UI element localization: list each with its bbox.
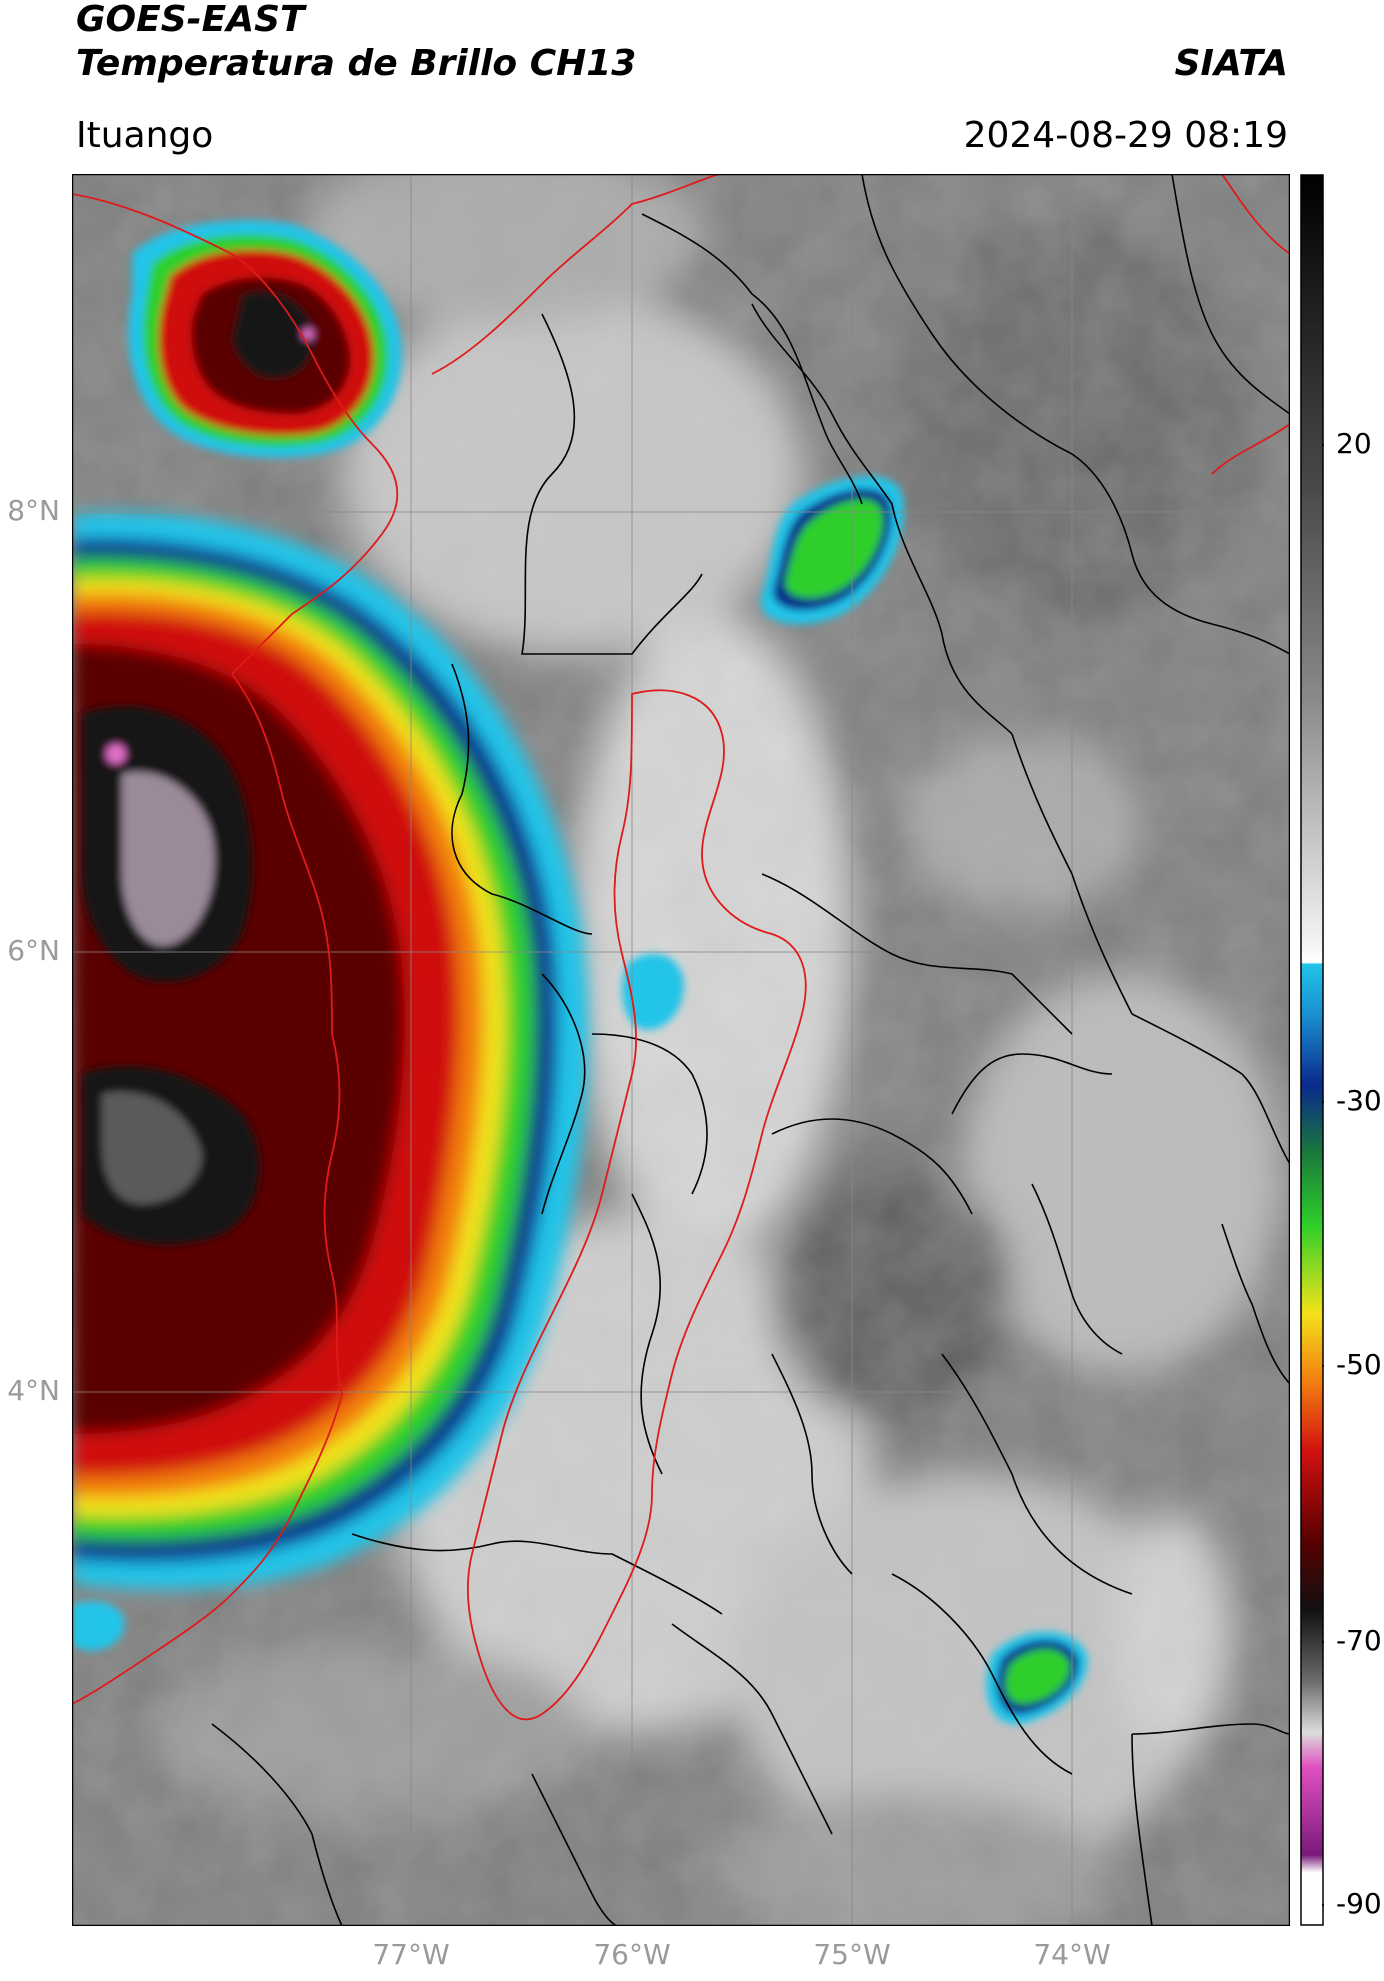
map-frame: [72, 174, 1290, 1926]
datetime-label: 2024-08-29 08:19: [963, 115, 1288, 156]
colorbar-tick-label: -90: [1336, 1887, 1382, 1920]
colorbar-ticks: [1322, 444, 1324, 1906]
colorbar-tick-label: 20: [1336, 427, 1372, 460]
light-cloud-patches: [72, 953, 684, 1651]
satellite-title: GOES-EAST: [76, 0, 305, 40]
lon-tick-label: 77°W: [372, 1938, 450, 1971]
gridlines: [72, 174, 1290, 1926]
colorbar-tick-label: -50: [1336, 1348, 1382, 1381]
convective-system-west: [72, 512, 589, 1590]
product-title: Temperatura de Brillo CH13: [76, 43, 637, 84]
coastline-red: [72, 174, 1290, 1721]
convective-cell-north: [128, 220, 402, 458]
lat-tick-label: 4°N: [7, 1374, 60, 1407]
colorbar-tick-label: -30: [1336, 1084, 1382, 1117]
convective-cell-east: [760, 475, 904, 625]
colorbar: [1300, 174, 1324, 1926]
lon-tick-label: 76°W: [593, 1938, 671, 1971]
lon-tick-label: 75°W: [813, 1938, 891, 1971]
admin-borders: [211, 174, 1290, 1926]
organization-label: SIATA: [1174, 43, 1288, 84]
convective-cell-southeast: [986, 1631, 1088, 1725]
region-label: Ituango: [76, 115, 214, 156]
lon-tick-label: 74°W: [1033, 1938, 1111, 1971]
satellite-map[interactable]: [72, 174, 1290, 1926]
colorbar-tick-label: -70: [1336, 1624, 1382, 1657]
lat-tick-label: 8°N: [7, 494, 60, 527]
lat-tick-label: 6°N: [7, 934, 60, 967]
